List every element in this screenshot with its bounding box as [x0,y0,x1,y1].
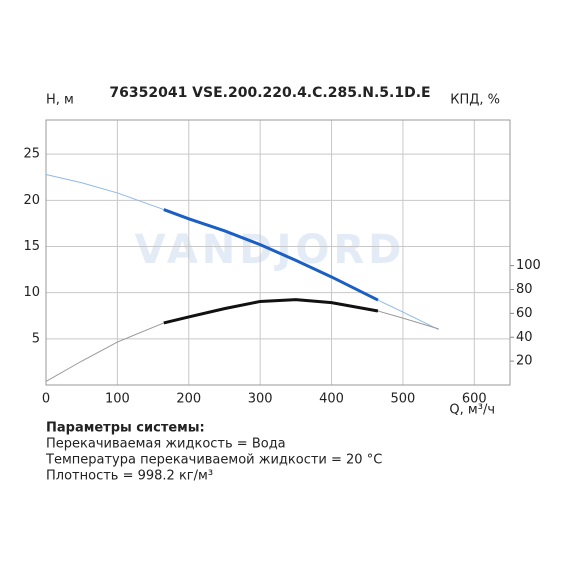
y-axis-label: H, м [46,93,74,108]
y-tick-label: 20 [23,193,40,208]
y2-axis-label: КПД, % [450,93,500,108]
x-axis-label: Q, м³/ч [449,403,495,418]
x-tick-label: 500 [391,392,416,407]
y2-tick-label: 40 [516,330,533,345]
params-line: Перекачиваемая жидкость = Вода [46,437,286,452]
y2-tick-label: 20 [516,354,533,369]
curve [45,299,439,382]
x-tick-label: 600 [462,392,487,407]
params-title: Параметры системы: [46,421,205,436]
chart-title: 76352041 VSE.200.220.4.C.285.N.5.1D.E [109,85,430,101]
y-tick-label: 25 [23,147,40,162]
curve [163,208,379,302]
x-tick-label: 300 [248,392,273,407]
x-tick-label: 400 [319,392,344,407]
y-tick-label: 15 [23,239,40,254]
y-tick-label: 5 [32,331,40,346]
plot-frame [45,119,511,386]
y-tick-label: 10 [23,285,40,300]
x-tick-label: 200 [176,392,201,407]
params-line: Плотность = 998.2 кг/м³ [46,469,213,484]
x-tick-label: 0 [42,392,50,407]
params-line: Температура перекачиваемой жидкости = 20… [45,453,382,468]
curve [163,298,379,325]
y2-tick-label: 80 [516,282,533,297]
watermark: VANDJORD [135,227,406,273]
y2-tick-label: 100 [516,258,541,273]
y2-tick-label: 60 [516,306,533,321]
x-tick-label: 100 [105,392,130,407]
